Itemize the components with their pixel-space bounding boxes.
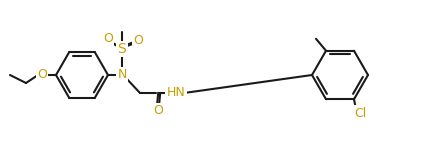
Text: S: S — [118, 42, 127, 56]
Text: N: N — [118, 69, 127, 81]
Text: O: O — [153, 105, 163, 117]
Text: HN: HN — [167, 87, 185, 99]
Text: O: O — [133, 34, 143, 48]
Text: Cl: Cl — [354, 107, 366, 120]
Text: O: O — [37, 69, 47, 81]
Text: O: O — [103, 33, 113, 45]
